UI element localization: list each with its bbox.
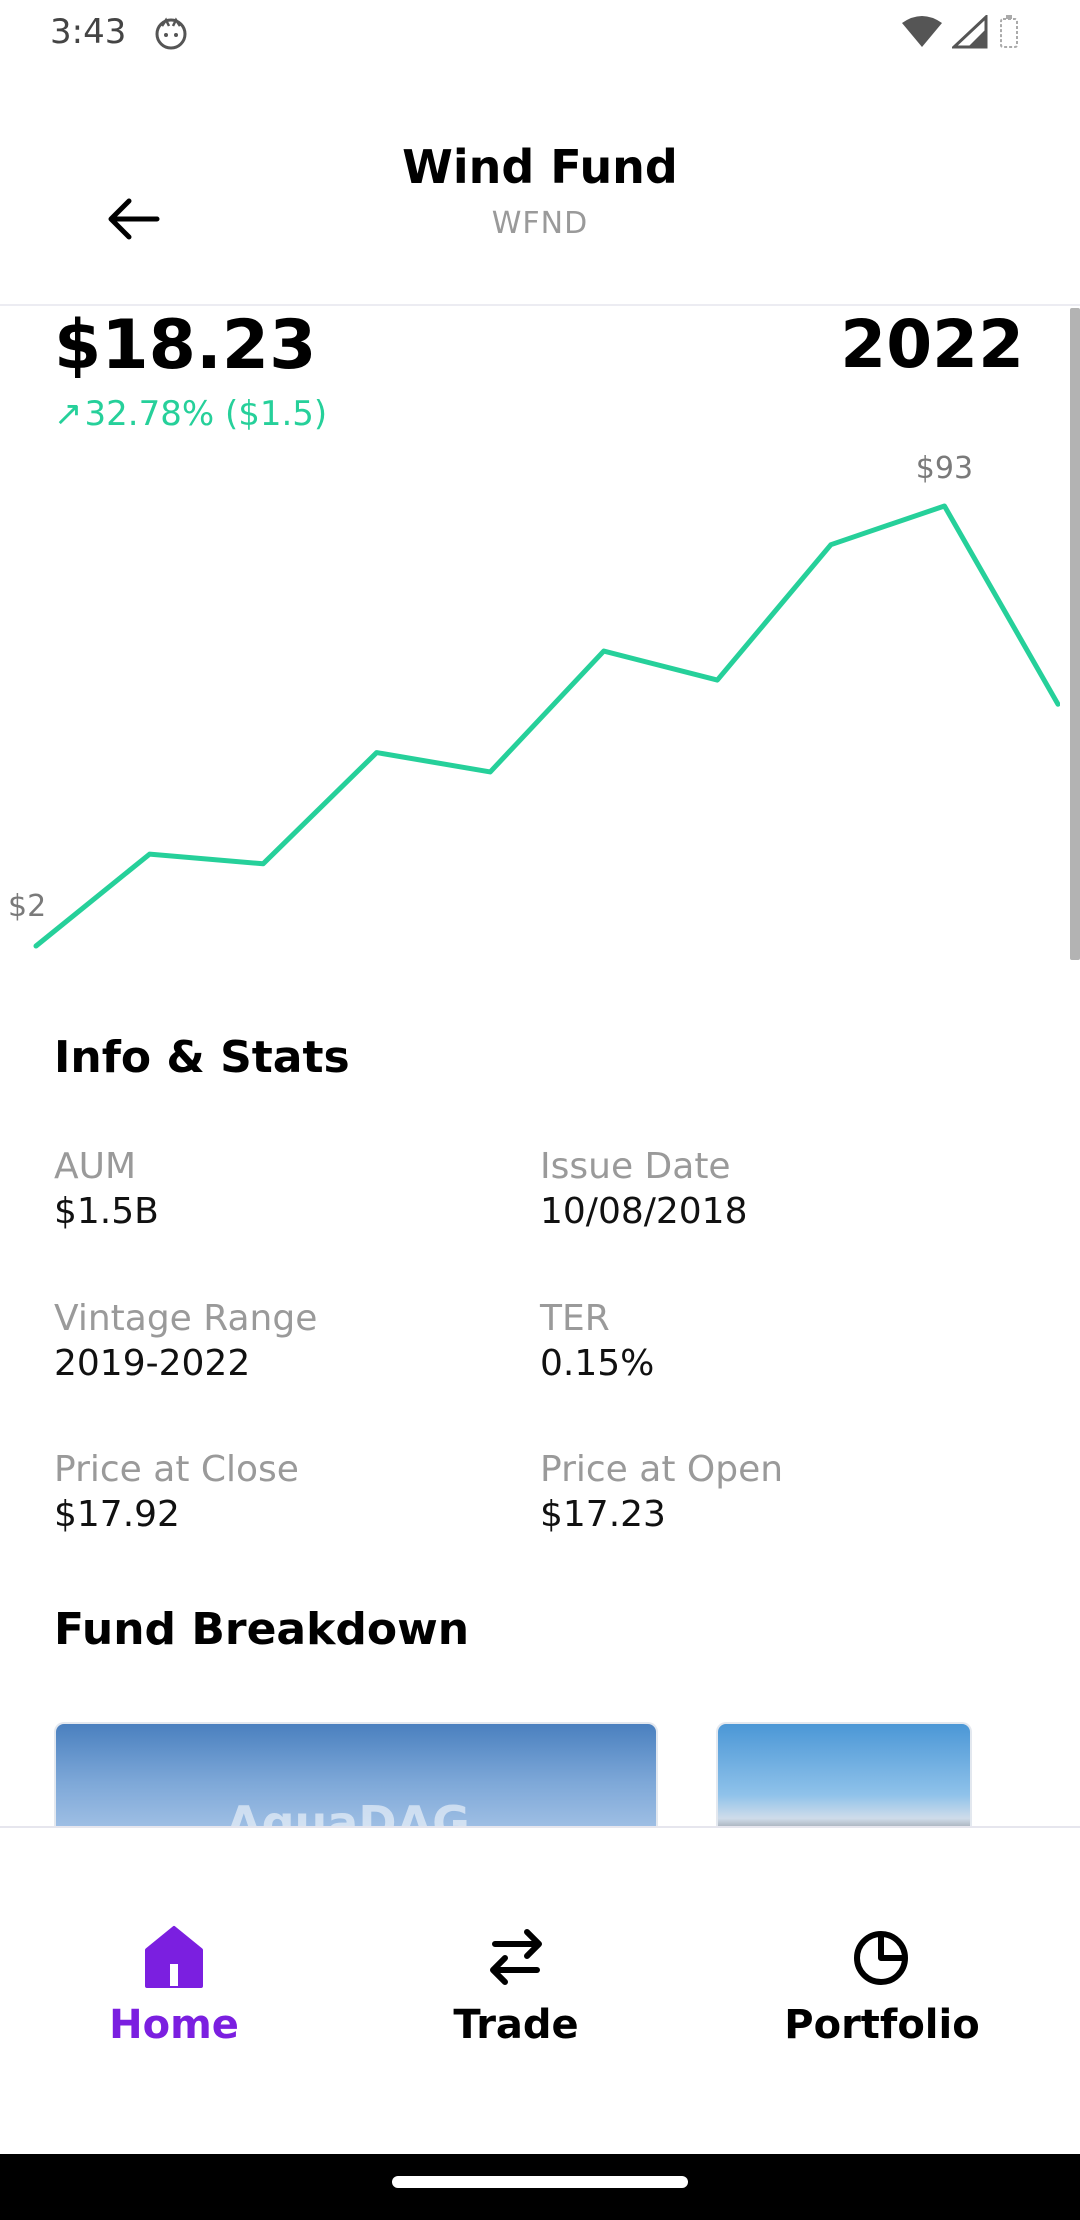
pie-chart-icon (854, 1931, 908, 1985)
status-time: 3:43 (50, 12, 127, 52)
stat-price-at-close: Price at Close $17.92 (54, 1449, 494, 1535)
fund-detail-content[interactable]: $18.23 ↗ 32.78% ($1.5) 2022 $93 $2 Info … (0, 308, 1080, 1826)
stat-label: AUM (54, 1146, 137, 1187)
breakdown-card[interactable]: AquaDAG (54, 1722, 658, 1826)
back-arrow-icon (108, 198, 160, 240)
price-change: ↗ 32.78% ($1.5) (54, 394, 327, 434)
stat-value: $1.5B (54, 1191, 159, 1232)
scrollbar[interactable] (1070, 308, 1080, 960)
price-change-value: 32.78% ($1.5) (84, 394, 328, 434)
system-navigation-bar (0, 2154, 1080, 2220)
breakdown-card[interactable] (716, 1722, 972, 1826)
price-chart[interactable]: $93 $2 (0, 426, 1060, 966)
nav-home-label: Home (109, 2002, 239, 2048)
nav-trade[interactable]: Trade (386, 1924, 646, 2064)
nav-home[interactable]: Home (44, 1924, 304, 2064)
stat-value: 0.15% (540, 1343, 655, 1384)
notification-face-icon (155, 17, 187, 50)
stat-label: Price at Close (54, 1449, 299, 1490)
stat-label: TER (540, 1298, 610, 1339)
back-button[interactable] (92, 178, 174, 260)
stat-value: 2019-2022 (54, 1343, 251, 1384)
fund-breakdown-title: Fund Breakdown (54, 1604, 470, 1655)
stat-value: $17.92 (54, 1494, 180, 1535)
bottom-navigation: Home Trade Portfolio (0, 1826, 1080, 2154)
stat-price-at-open: Price at Open $17.23 (540, 1449, 980, 1535)
trend-up-icon: ↗ (54, 394, 83, 434)
swap-arrows-icon (490, 1929, 542, 1985)
page-title: Wind Fund (402, 140, 678, 194)
status-bar: 3:43 (0, 0, 1080, 66)
card-logo: AquaDAG (226, 1796, 470, 1826)
gesture-home-handle[interactable] (392, 2176, 688, 2188)
price-series-line (33, 503, 1060, 949)
current-price: $18.23 (54, 308, 317, 385)
stat-label: Vintage Range (54, 1298, 318, 1339)
fund-ticker: WFND (491, 206, 589, 241)
chart-year[interactable]: 2022 (840, 308, 1024, 383)
stat-vintage-range: Vintage Range 2019-2022 (54, 1298, 494, 1384)
chart-min-label: $2 (8, 889, 46, 924)
stat-label: Price at Open (540, 1449, 784, 1490)
nav-portfolio[interactable]: Portfolio (752, 1924, 1012, 2064)
chart-max-label: $93 (916, 451, 973, 486)
app-bar: Wind Fund WFND (0, 66, 1080, 306)
stat-value: 10/08/2018 (540, 1191, 748, 1232)
stat-issue-date: Issue Date 10/08/2018 (540, 1146, 980, 1232)
battery-icon (1000, 15, 1018, 48)
stat-label: Issue Date (540, 1146, 731, 1187)
stat-aum: AUM $1.5B (54, 1146, 494, 1232)
wifi-icon (902, 16, 942, 47)
signal-icon (952, 15, 988, 49)
nav-trade-label: Trade (453, 2002, 579, 2048)
stat-ter: TER 0.15% (540, 1298, 980, 1384)
stat-value: $17.23 (540, 1494, 666, 1535)
nav-portfolio-label: Portfolio (784, 2002, 980, 2048)
home-icon (145, 1926, 203, 1988)
info-stats-title: Info & Stats (54, 1032, 350, 1083)
